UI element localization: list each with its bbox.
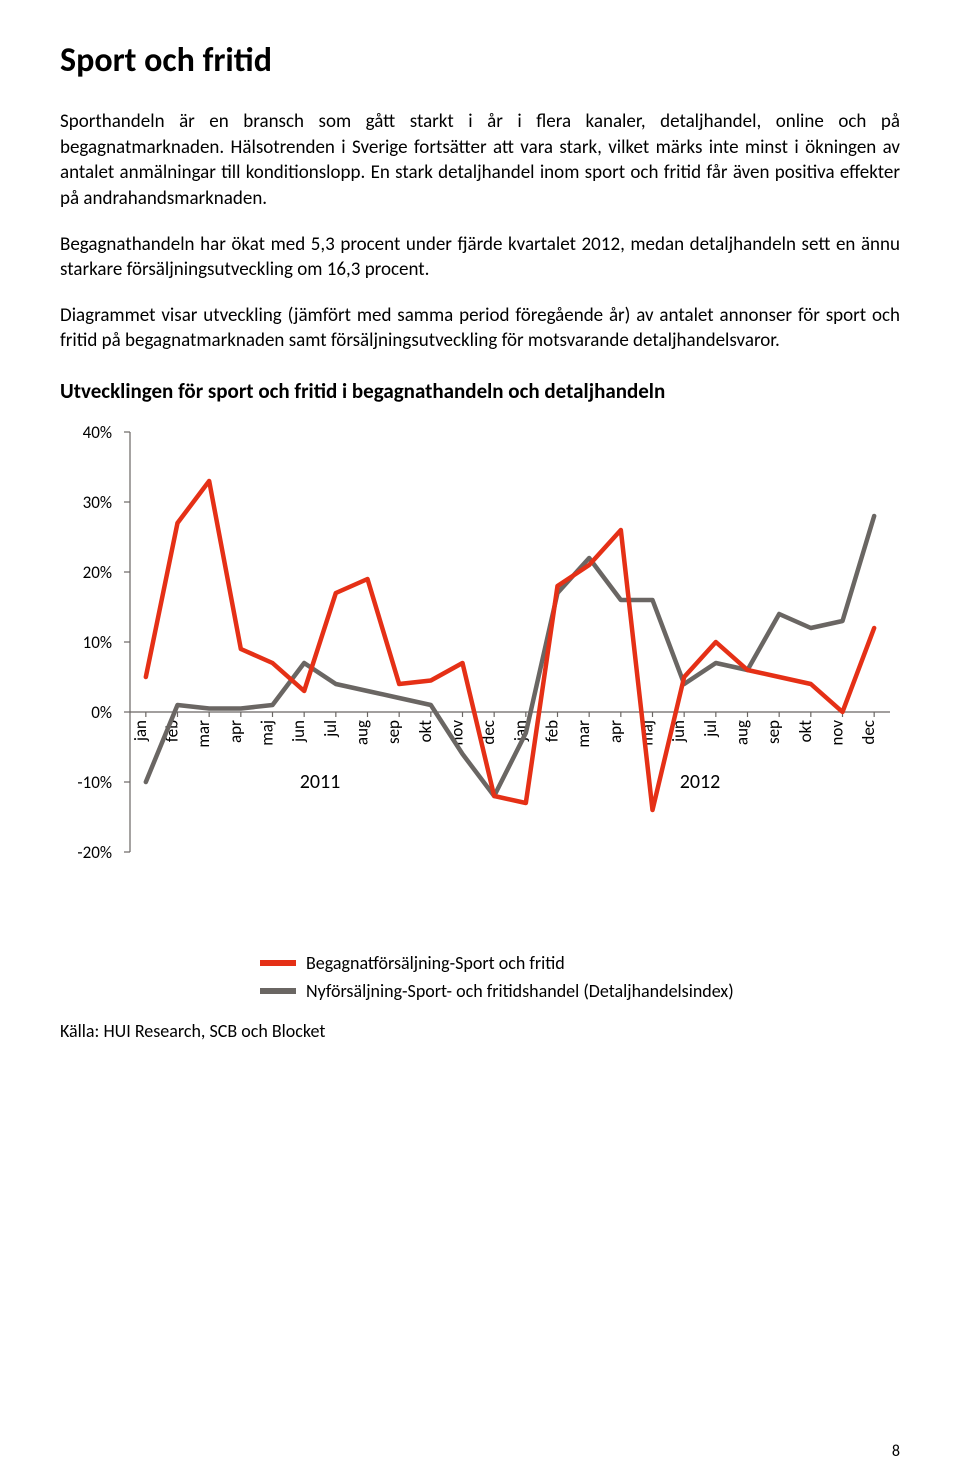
legend-swatch [260,988,296,994]
line-chart: 40%30%20%10%0%-10%-20%janfebmaraprmajjun… [60,422,900,942]
svg-text:2011: 2011 [300,770,341,794]
svg-text:0%: 0% [91,702,112,723]
svg-text:apr: apr [225,720,246,743]
paragraph-3: Diagrammet visar utveckling (jämfört med… [60,303,900,354]
svg-text:jul: jul [700,720,721,738]
chart-heading: Utvecklingen för sport och fritid i bega… [60,378,900,404]
svg-text:-20%: -20% [77,842,112,863]
legend-label: Nyförsäljning-Sport- och fritidshandel (… [306,980,734,1002]
legend-label: Begagnatförsäljning-Sport och fritid [306,952,565,974]
svg-text:dec: dec [858,720,879,745]
svg-text:mar: mar [573,720,594,748]
svg-text:aug: aug [732,720,753,745]
svg-text:apr: apr [605,720,626,743]
svg-text:sep: sep [383,720,404,744]
svg-text:nov: nov [827,720,848,746]
legend-swatch [260,960,296,966]
chart-legend: Begagnatförsäljning-Sport och fritid Nyf… [260,952,900,1002]
chart-svg: 40%30%20%10%0%-10%-20%janfebmaraprmajjun… [60,422,900,942]
svg-text:jun: jun [288,720,309,743]
svg-text:-10%: -10% [77,772,112,793]
paragraph-1: Sporthandeln är en bransch som gått star… [60,109,900,212]
svg-text:mar: mar [193,720,214,748]
legend-row-nyforsaljning: Nyförsäljning-Sport- och fritidshandel (… [260,980,900,1002]
svg-text:jul: jul [320,720,341,738]
page-title: Sport och fritid [60,40,900,81]
svg-text:jan: jan [130,720,151,742]
chart-source: Källa: HUI Research, SCB och Blocket [60,1020,900,1042]
svg-text:maj: maj [257,720,278,746]
svg-text:aug: aug [352,720,373,745]
legend-row-begagnat: Begagnatförsäljning-Sport och fritid [260,952,900,974]
page-number: 8 [892,1442,900,1461]
svg-text:2012: 2012 [680,770,721,794]
svg-text:40%: 40% [83,422,112,443]
paragraph-2: Begagnathandeln har ökat med 5,3 procent… [60,232,900,283]
svg-text:okt: okt [795,720,816,743]
svg-text:feb: feb [542,720,563,742]
svg-text:sep: sep [763,720,784,744]
svg-text:30%: 30% [83,492,112,513]
svg-text:okt: okt [415,720,436,743]
svg-text:20%: 20% [83,562,112,583]
svg-text:10%: 10% [83,632,112,653]
